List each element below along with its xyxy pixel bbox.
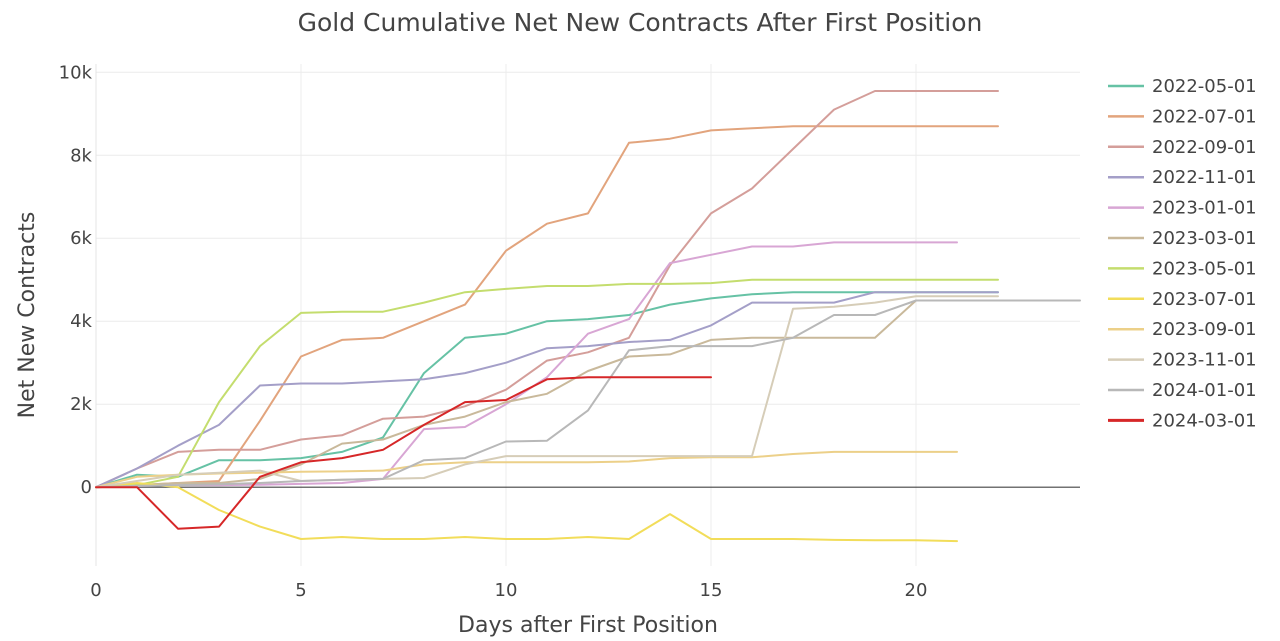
y-tick-label: 2k bbox=[70, 394, 92, 415]
series-line-2022-09-01 bbox=[95, 90, 999, 489]
x-tick-label: 10 bbox=[495, 580, 518, 601]
legend-item-2023-11-01[interactable]: 2023-11-01 bbox=[1108, 350, 1257, 371]
series-line-2023-03-01 bbox=[95, 299, 999, 489]
legend[interactable]: 2022-05-01 2022-07-01 2022-09-01 2022-11-01… bbox=[1108, 76, 1257, 431]
legend-item-2023-01-01[interactable]: 2023-01-01 bbox=[1108, 198, 1257, 219]
x-tick-label: 0 bbox=[90, 580, 101, 601]
y-tick-label: 10k bbox=[59, 62, 93, 83]
legend-label: 2023-05-01 bbox=[1152, 258, 1257, 279]
chart-title: Gold Cumulative Net New Contracts After … bbox=[298, 8, 983, 37]
legend-label: 2023-01-01 bbox=[1152, 198, 1257, 219]
axes: 0 2k 4k 6k 8k 10k 0 5 10 15 20 bbox=[59, 62, 1080, 601]
legend-label: 2022-05-01 bbox=[1152, 76, 1257, 97]
legend-item-2023-07-01[interactable]: 2023-07-01 bbox=[1108, 289, 1257, 310]
legend-item-2023-09-01[interactable]: 2023-09-01 bbox=[1108, 319, 1257, 340]
series-line-2024-03-01 bbox=[95, 376, 712, 530]
x-tick-label: 15 bbox=[700, 580, 723, 601]
x-axis-title: Days after First Position bbox=[458, 613, 718, 638]
legend-label: 2023-03-01 bbox=[1152, 228, 1257, 249]
x-tick-label: 5 bbox=[295, 580, 306, 601]
legend-label: 2023-11-01 bbox=[1152, 350, 1257, 371]
legend-item-2023-03-01[interactable]: 2023-03-01 bbox=[1108, 228, 1257, 249]
legend-item-2024-01-01[interactable]: 2024-01-01 bbox=[1108, 380, 1257, 401]
legend-label: 2023-09-01 bbox=[1152, 319, 1257, 340]
legend-item-2022-11-01[interactable]: 2022-11-01 bbox=[1108, 167, 1257, 188]
legend-label: 2022-09-01 bbox=[1152, 137, 1257, 158]
legend-label: 2024-03-01 bbox=[1152, 410, 1257, 431]
series-line-2022-11-01 bbox=[95, 291, 999, 489]
y-tick-label: 6k bbox=[70, 228, 92, 249]
legend-item-2022-07-01[interactable]: 2022-07-01 bbox=[1108, 106, 1257, 127]
x-tick-label: 20 bbox=[905, 580, 928, 601]
legend-label: 2024-01-01 bbox=[1152, 380, 1257, 401]
series-line-2022-07-01 bbox=[95, 125, 999, 489]
y-tick-label: 8k bbox=[70, 145, 92, 166]
legend-item-2022-09-01[interactable]: 2022-09-01 bbox=[1108, 137, 1257, 158]
series-lines bbox=[95, 90, 1081, 543]
y-tick-label: 4k bbox=[70, 311, 92, 332]
y-tick-label: 0 bbox=[81, 477, 92, 498]
legend-label: 2022-11-01 bbox=[1152, 167, 1257, 188]
legend-item-2023-05-01[interactable]: 2023-05-01 bbox=[1108, 258, 1257, 279]
legend-label: 2022-07-01 bbox=[1152, 106, 1257, 127]
series-line-2023-09-01 bbox=[95, 450, 958, 489]
legend-item-2024-03-01[interactable]: 2024-03-01 bbox=[1108, 410, 1257, 431]
legend-label: 2023-07-01 bbox=[1152, 289, 1257, 310]
series-line-2023-11-01 bbox=[95, 295, 999, 489]
series-line-2023-07-01 bbox=[95, 482, 958, 543]
y-axis-title: Net New Contracts bbox=[15, 212, 40, 419]
series-line-2022-05-01 bbox=[95, 291, 999, 489]
series-line-2024-01-01 bbox=[95, 299, 1081, 489]
grid bbox=[96, 64, 1080, 566]
series-line-2023-05-01 bbox=[95, 278, 999, 489]
legend-item-2022-05-01[interactable]: 2022-05-01 bbox=[1108, 76, 1257, 97]
